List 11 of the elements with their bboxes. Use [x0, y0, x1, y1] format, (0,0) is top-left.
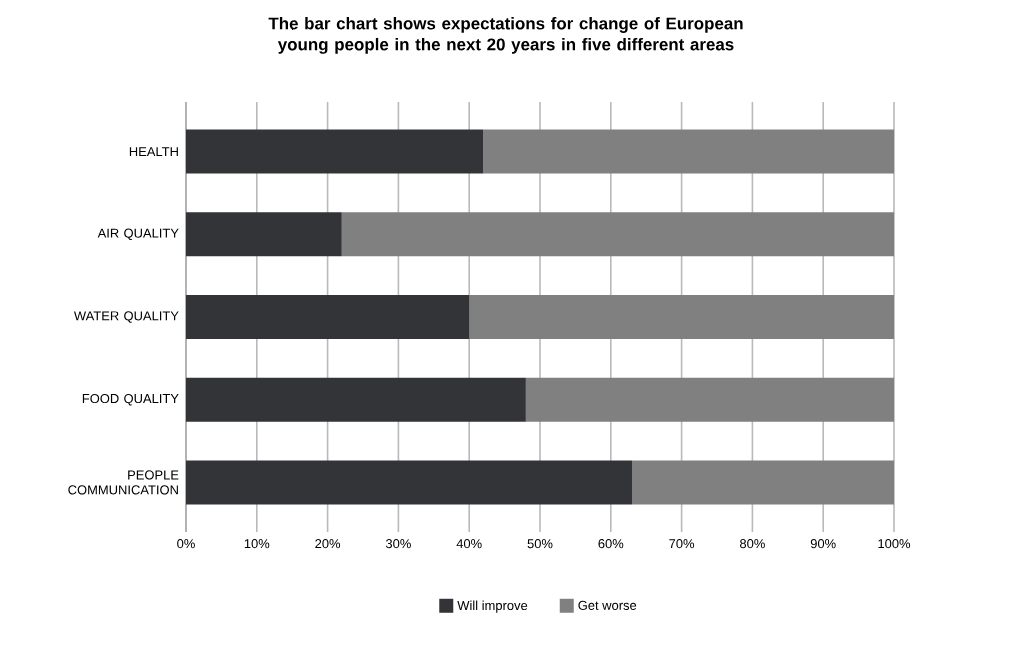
bar: [341, 212, 895, 257]
bar: [186, 460, 633, 505]
bar: [186, 377, 526, 422]
bar: [483, 129, 895, 174]
bar: [525, 377, 895, 422]
bar: [469, 295, 895, 340]
bar: [186, 129, 484, 174]
bar: [632, 460, 895, 505]
bar: [186, 212, 342, 257]
chart-title: The bar chart shows expectations for change of European young people in the next 20 years in five different areas: [268, 17, 743, 54]
bar: [186, 295, 470, 340]
